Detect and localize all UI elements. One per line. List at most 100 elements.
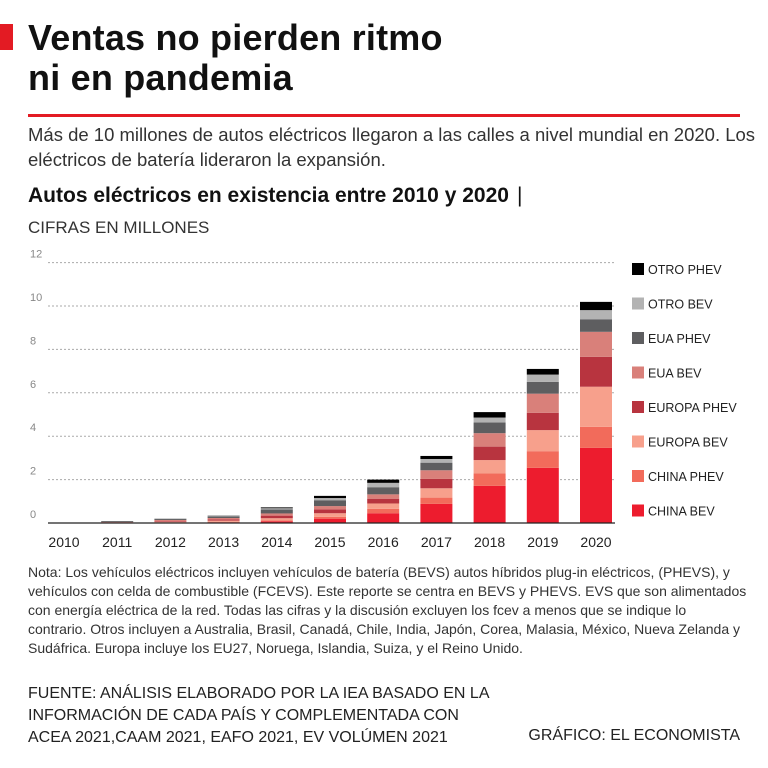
graphic-credit: GRÁFICO: EL ECONOMISTA [528,727,740,744]
bar-segment-china-phev [420,497,453,504]
y-tick-label: 4 [30,422,36,434]
subtitle: Más de 10 millones de autos eléctricos l… [28,124,756,170]
legend-swatch [632,504,644,517]
bar-segment-europa-phev [420,478,453,489]
bar-segment-eua-bev [207,518,240,520]
bar-segment-otro-phev [314,495,346,499]
bar-segment-china-phev [260,520,293,522]
bar-segment-china-phev [526,451,559,468]
bar-segment-eua-bev [580,331,612,357]
x-tick-label: 2014 [261,534,292,550]
source-text: FUENTE: ANÁLISIS ELABORADO POR LA IEA BA… [28,685,489,746]
legend-swatch [632,435,644,448]
bar-segment-eua-phev [473,422,506,434]
title-accent-mark [0,24,13,50]
title-line-1: Ventas no pierden ritmo [28,17,443,58]
bar-segment-europa-phev [367,498,400,504]
x-tick-label: 2016 [368,534,399,550]
x-tick-label: 2015 [314,534,345,550]
x-tick-label: 2018 [474,534,505,550]
bar-segment-china-bev [526,467,559,523]
bar-segment-otro-phev [580,301,612,311]
bar-segment-china-phev [580,426,612,448]
legend-swatch [632,366,644,379]
bar-segment-europa-phev [154,521,187,522]
legend-label: OTRO PHEV [648,263,722,277]
x-tick-label: 2019 [527,534,558,550]
bar-segment-eua-bev [526,393,559,413]
y-tick-label: 6 [30,379,36,391]
bar-segment-eua-phev [260,509,293,514]
bar-segment-europa-phev [314,509,346,514]
bar-segment-europa-bev [420,488,453,498]
bar-segment-china-bev [420,503,453,523]
legend-label: EUROPA BEV [648,436,728,450]
bar-segment-otro-bev [260,508,293,510]
bar-segment-europa-bev [526,430,559,452]
bar-segment-europa-bev [367,503,400,509]
bar-segment-otro-phev [260,507,293,509]
bar-segment-europa-bev [207,520,240,522]
bar-segment-otro-bev [580,310,612,320]
legend-swatch [632,401,644,413]
y-tick-label: 2 [30,466,36,478]
bar-segment-eua-phev [207,516,240,519]
legend-label: EUA PHEV [648,332,711,346]
bar-segment-eua-phev [154,518,187,520]
bar-segment-china-phev [314,516,346,519]
bar-segment-europa-bev [314,513,346,517]
chart-title-text: Autos eléctricos en existencia entre 201… [28,184,509,207]
bar-segment-eua-bev [154,519,187,522]
y-tick-label: 0 [30,509,36,521]
bar-segment-otro-phev [526,368,559,375]
bar-segment-eua-phev [526,381,559,394]
bar-segment-europa-phev [526,412,559,431]
legend-label: EUROPA PHEV [648,401,737,415]
bar-segment-otro-phev [473,412,506,418]
title-line-2: ni en pandemia [28,57,293,98]
chart-note: Nota: Los vehículos eléctricos incluyen … [28,564,747,656]
legend-label: CHINA PHEV [648,470,724,484]
x-tick-label: 2012 [155,534,186,550]
y-tick-label: 12 [30,250,42,261]
page-title: Ventas no pierden ritmo ni en pandemia [28,18,443,98]
x-tick-label: 2020 [580,534,611,550]
bar-segment-europa-phev [207,519,240,521]
legend-label: EUA BEV [648,367,702,381]
bar-segment-eua-phev [367,487,400,495]
x-tick-label: 2010 [48,534,79,550]
title-divider [28,114,740,117]
bar-segment-europa-bev [473,460,506,474]
bar-segment-europa-bev [260,518,293,521]
legend-label: OTRO BEV [648,298,713,312]
chart-units: CIFRAS EN MILLONES [28,218,210,237]
legend-label: CHINA BEV [648,505,715,519]
bar-segment-china-bev [314,518,346,523]
bar-segment-china-bev [473,485,506,523]
bar-segment-otro-bev [420,458,453,463]
bar-segment-europa-phev [473,446,506,461]
bar-segment-eua-phev [580,319,612,332]
bar-segment-europa-bev [154,521,187,523]
bar-segment-otro-bev [367,482,400,488]
bar-segment-eua-phev [314,500,346,507]
bar-segment-eua-bev [367,494,400,499]
bar-segment-eua-phev [101,521,134,522]
legend-swatch [632,470,644,482]
bar-segment-otro-phev [367,479,400,483]
bar-segment-otro-bev [314,498,346,501]
stacked-bar-chart: 0 2 4 6 8 10 12 2010 2011 2012 2013 2014 2015 2016 201… [30,250,737,550]
bar-segment-otro-phev [420,455,453,459]
bar-segment-europa-bev [580,386,612,427]
x-tick-label: 2011 [102,534,132,550]
bar-segment-china-bev [260,521,293,523]
y-tick-label: 8 [30,335,36,347]
bar-segment-china-bev [580,447,612,523]
x-tick-label: 2017 [421,534,452,550]
bar-segment-eua-bev [473,433,506,447]
bar-segment-china-phev [367,508,400,514]
bar-segment-otro-bev [526,374,559,382]
bar-segment-eua-bev [260,513,293,516]
y-tick-label: 10 [30,292,42,304]
